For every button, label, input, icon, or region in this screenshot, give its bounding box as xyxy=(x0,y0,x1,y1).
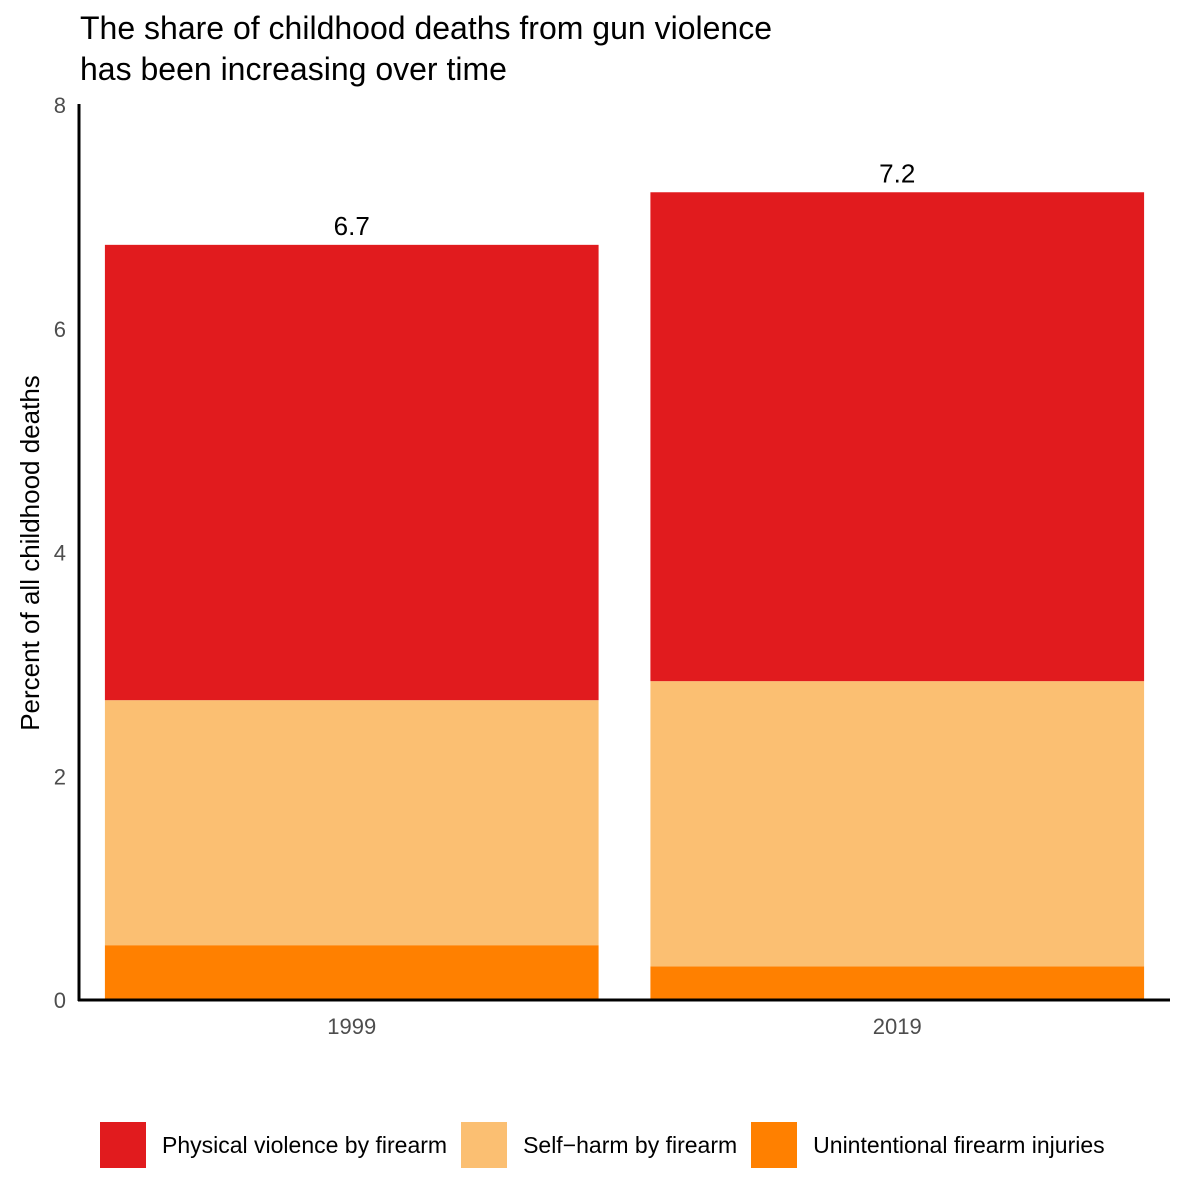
bar-segment-2019-0 xyxy=(650,966,1145,1000)
bar-segment-1999-2 xyxy=(104,244,599,701)
chart-title: The share of childhood deaths from gun v… xyxy=(80,8,1080,90)
bar-segment-2019-2 xyxy=(650,192,1145,682)
legend-label-physical-violence: Physical violence by firearm xyxy=(162,1131,448,1158)
bar-total-label-2019: 7.2 xyxy=(879,158,915,188)
y-tick-label-6: 6 xyxy=(54,317,66,342)
y-tick-label-8: 8 xyxy=(54,93,66,118)
legend-label-unintentional: Unintentional firearm injuries xyxy=(813,1131,1105,1158)
legend-swatch-physical-violence xyxy=(100,1122,146,1168)
x-tick-label-2019: 2019 xyxy=(873,1014,922,1039)
labels-layer: 6.7 1999 7.2 2019 0 2 4 6 8 xyxy=(54,93,922,1039)
y-tick-label-0: 0 xyxy=(54,988,66,1013)
legend-item-physical-violence: Physical violence by firearm xyxy=(100,1122,447,1168)
bar-segment-2019-1 xyxy=(650,681,1145,967)
legend-item-self-harm: Self−harm by firearm xyxy=(461,1122,737,1168)
legend-swatch-unintentional xyxy=(751,1122,798,1168)
bar-total-label-1999: 6.7 xyxy=(334,211,370,241)
chart-title-line-1: The share of childhood deaths from gun v… xyxy=(80,10,772,46)
bars-layer xyxy=(104,192,1145,1000)
y-axis-title: Percent of all childhood deaths xyxy=(15,375,45,731)
legend-label-self-harm: Self−harm by firearm xyxy=(523,1131,738,1158)
chart-plot: 6.7 1999 7.2 2019 0 2 4 6 8 Percent of all child… xyxy=(15,93,1170,1039)
chart-title-line-2: has been increasing over time xyxy=(80,51,507,87)
bar-segment-1999-0 xyxy=(104,945,599,1000)
y-tick-label-4: 4 xyxy=(54,541,66,566)
y-tick-label-2: 2 xyxy=(54,764,66,789)
legend-item-unintentional: Unintentional firearm injuries xyxy=(751,1122,1105,1168)
x-tick-label-1999: 1999 xyxy=(327,1014,376,1039)
legend: Physical violence by firearm Self−harm b… xyxy=(100,1122,1105,1168)
bar-segment-1999-1 xyxy=(104,700,599,946)
legend-swatch-self-harm xyxy=(461,1122,508,1168)
